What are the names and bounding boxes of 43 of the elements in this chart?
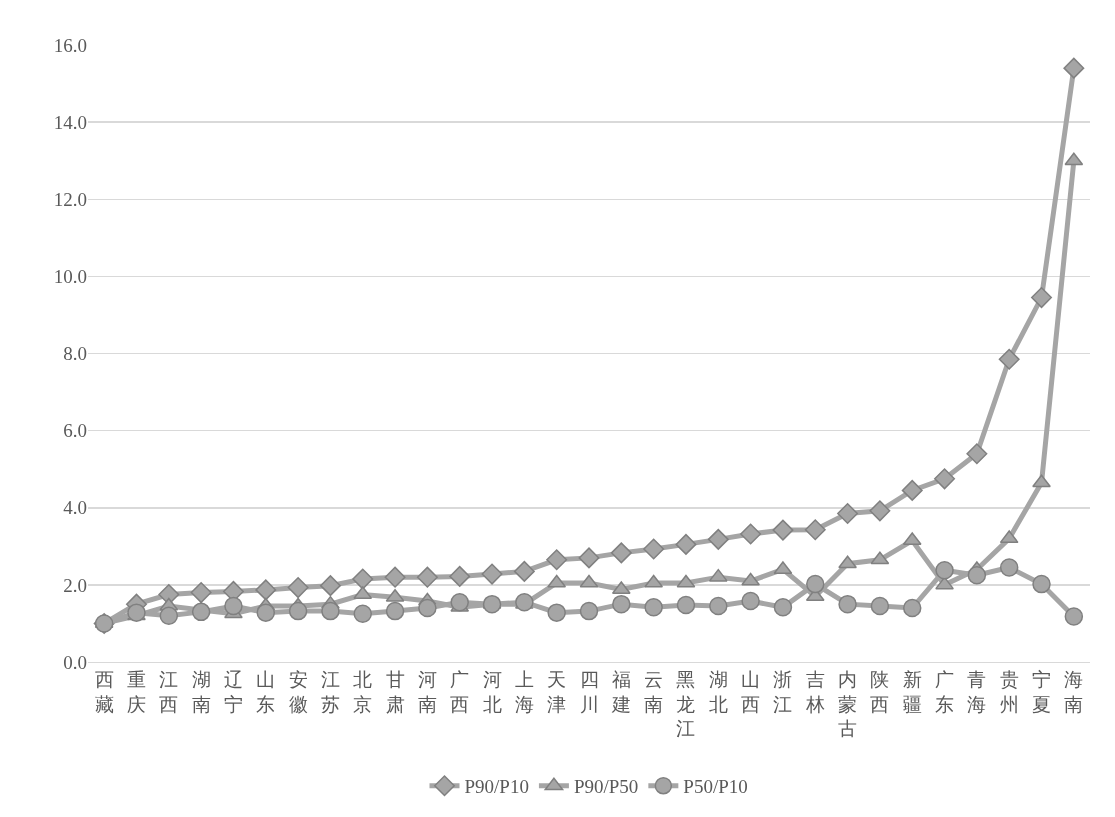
x-tick-label: 湖南 [191, 668, 211, 715]
y-tick-label: 0.0 [63, 651, 87, 673]
x-tick-label: 浙江 [773, 668, 793, 715]
x-tick-label: 西藏 [94, 668, 114, 715]
x-tick-label: 上海 [514, 668, 534, 715]
x-tick-label: 福建 [610, 668, 631, 715]
x-tick-label: 辽宁 [223, 668, 243, 715]
x-tick-label: 天津 [547, 668, 567, 715]
y-tick-label: 8.0 [63, 343, 87, 365]
x-tick-label: 湖北 [708, 668, 728, 715]
x-tick-label: 青海 [967, 668, 987, 715]
y-tick-label: 12.0 [53, 188, 87, 210]
x-tick-label: 陕西 [870, 668, 890, 715]
x-tick-label: 宁夏 [1032, 668, 1052, 715]
y-tick-label: 10.0 [53, 266, 87, 288]
y-tick-label: 2.0 [63, 574, 87, 596]
x-tick-label: 贵州 [999, 668, 1019, 715]
y-tick-label: 6.0 [63, 420, 87, 442]
y-tick-label: 16.0 [53, 34, 87, 56]
x-tick-label: 山西 [741, 668, 761, 715]
x-tick-label: 北京 [353, 668, 373, 715]
x-tick-label: 海南 [1064, 668, 1084, 715]
legend-label: P90/P10 [464, 776, 529, 798]
y-tick-label: 14.0 [53, 111, 87, 133]
x-tick-label: 甘肃 [385, 668, 405, 715]
x-tick-label: 安徽 [288, 668, 308, 715]
legend-label: P90/P50 [573, 776, 639, 798]
x-tick-label: 黑龙江 [676, 668, 696, 740]
x-tick-label: 重庆 [126, 668, 146, 715]
legend-label: P50/P10 [683, 776, 748, 798]
x-tick-label: 广东 [935, 668, 955, 715]
x-tick-label: 山东 [256, 668, 276, 715]
x-tick-label: 江苏 [320, 668, 340, 715]
x-tick-label: 新疆 [902, 668, 922, 715]
x-tick-label: 吉林 [804, 668, 825, 715]
x-tick-label: 江西 [159, 668, 179, 715]
x-tick-label: 广西 [450, 668, 470, 715]
x-tick-label: 四川 [579, 668, 599, 715]
y-tick-label: 4.0 [63, 497, 87, 519]
x-tick-label: 河南 [417, 668, 437, 715]
x-tick-label: 内蒙古 [838, 668, 858, 740]
x-tick-label: 云南 [644, 668, 664, 715]
x-tick-label: 河北 [482, 668, 502, 715]
